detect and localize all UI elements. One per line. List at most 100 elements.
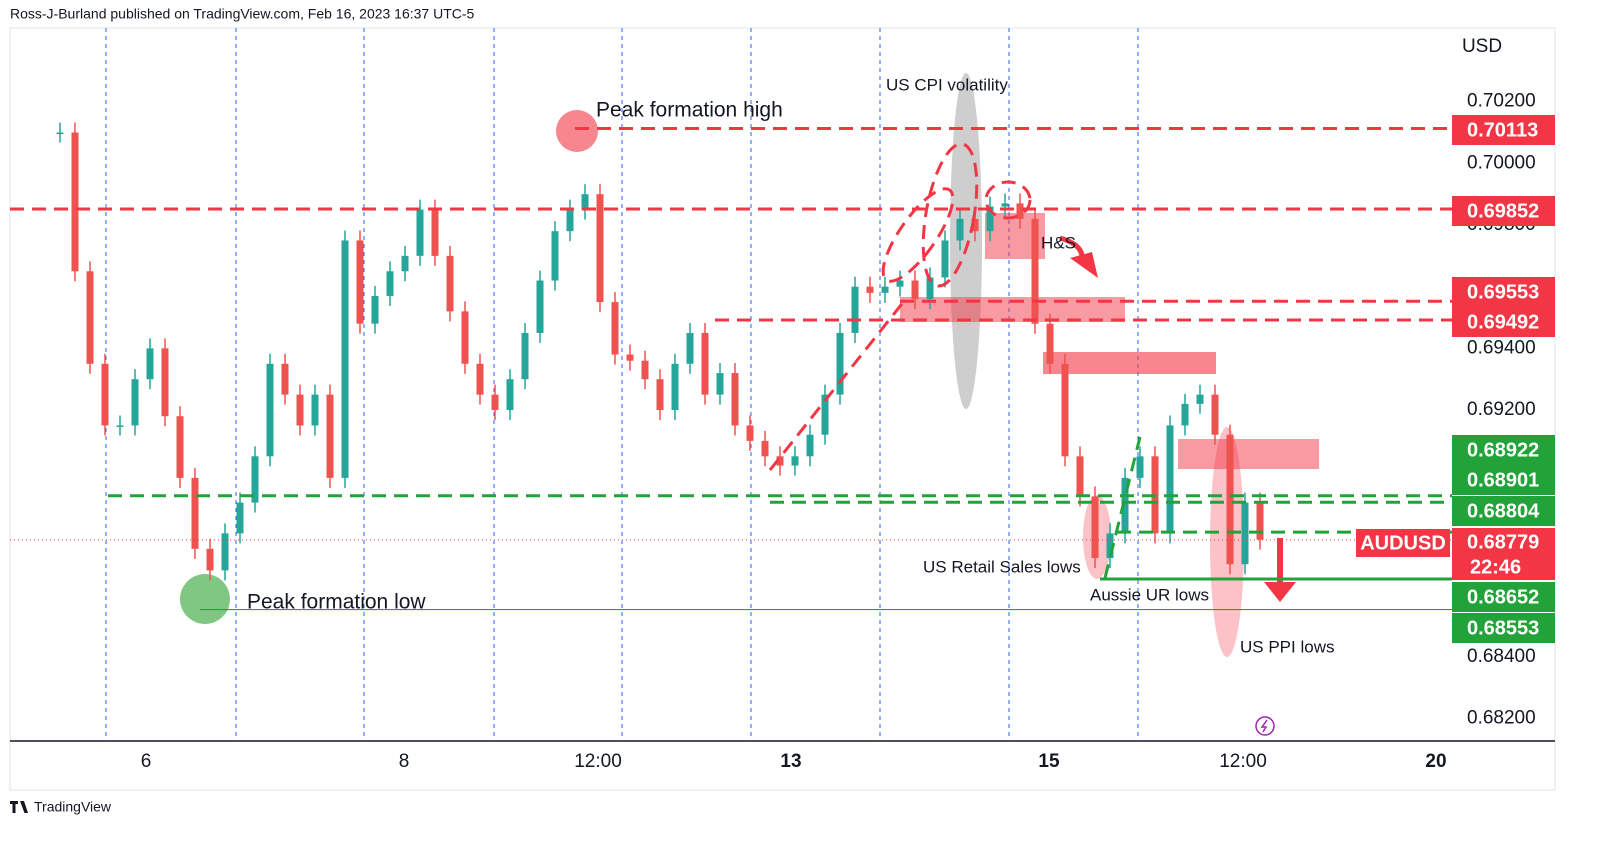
hs-drawing [768,142,1032,471]
candle [191,477,199,549]
level-label: 0.69492 [1467,311,1539,333]
candle [761,440,769,457]
annotation: US CPI volatility [886,75,1008,94]
level-label: 0.68804 [1467,500,1540,522]
candle [731,373,739,426]
candle [746,425,754,441]
candle [866,286,874,293]
candle [551,231,559,281]
candle [161,348,169,417]
candle [641,360,649,380]
candle [926,277,934,300]
annotation: US Retail Sales lows [923,557,1081,576]
candle [401,255,409,272]
trend [1103,436,1142,579]
price-tag [1452,528,1555,580]
symbol-label: AUDUSD [1360,532,1446,554]
candle [596,194,604,303]
candle [611,302,619,355]
x-tick-label: 6 [141,751,152,772]
candle [581,194,589,210]
level-label: 0.68652 [1467,586,1539,608]
candle [206,548,214,571]
level-tag [1452,613,1555,643]
candle [251,456,259,503]
y-tick-label: 0.69400 [1467,337,1536,358]
candle [791,456,799,466]
footer: TradingView [34,799,112,815]
candle [1061,363,1069,457]
candle [1136,456,1144,478]
candle [1031,218,1039,324]
candle [536,280,544,333]
candle [146,348,154,380]
x-tick-label: 12:00 [1219,751,1267,772]
event-icon [1255,716,1275,736]
candle [176,416,184,478]
level-label: 0.70113 [1467,119,1538,141]
arrow-head [1264,582,1296,602]
symbol-tag [1356,529,1450,557]
candle [326,394,334,478]
candle [881,286,889,293]
price-label: 0.68779 [1467,531,1539,553]
y-tick-label: 0.68400 [1467,646,1536,667]
candle [851,286,859,333]
candle [101,363,109,426]
publisher: Ross-J-Burland published on TradingView.… [10,6,475,22]
level-tag [1452,435,1555,465]
candles [56,122,1264,581]
level-label: 0.68922 [1467,439,1539,461]
zone [1178,439,1319,469]
candle [386,271,394,296]
left-shoulder [881,187,955,283]
level-label: 0.68901 [1467,469,1539,491]
peak-high-marker [556,110,598,152]
y-tick-label: 0.70200 [1467,91,1536,112]
candle [1091,496,1099,559]
candle [341,240,349,478]
candle [416,209,424,256]
candle [1046,323,1054,364]
level-label: 0.68553 [1467,617,1539,639]
candle [491,394,499,411]
annotation: H&S [1041,233,1076,252]
candle [941,240,949,278]
candle [716,373,724,395]
candle [281,363,289,395]
candle [1016,203,1024,219]
candle [506,379,514,411]
annotation: Peak formation high [596,99,783,122]
candle [971,218,979,232]
y-tick-label: 0.68200 [1467,707,1536,728]
x-tick-label: 15 [1038,751,1060,772]
candle [656,379,664,411]
candle [1166,425,1174,534]
candle [356,240,364,324]
candle [221,533,229,571]
candle [701,332,709,395]
level-tag [1452,307,1555,337]
candle [476,363,484,395]
level-tag [1452,496,1555,526]
level-label: 0.69553 [1467,281,1539,303]
candle [1211,394,1219,435]
session-lines [105,28,1139,741]
level-tag [1452,582,1555,612]
candle [236,502,244,534]
arrow-head [1070,252,1098,278]
annotation: US PPI lows [1240,637,1334,656]
candle [1076,456,1084,497]
peak-low-marker [180,574,230,624]
candle [1001,203,1009,207]
candle [671,363,679,411]
countdown: 22:46 [1470,556,1521,578]
head [921,142,979,288]
candle [116,425,124,427]
candle [296,394,304,426]
candle [686,332,694,364]
candle [71,132,79,272]
candle [86,271,94,364]
candle [371,295,379,324]
